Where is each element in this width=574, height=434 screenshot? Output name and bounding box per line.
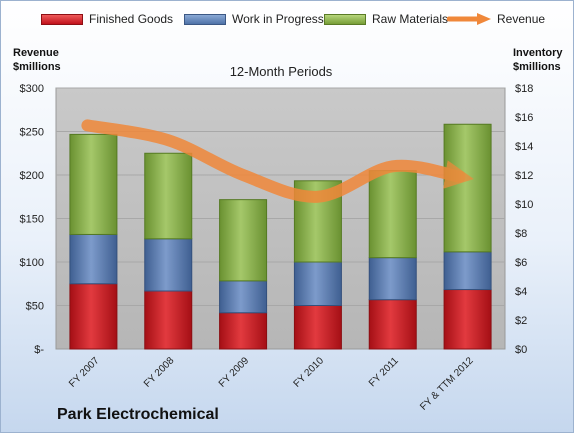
bar-raw-materials: [70, 134, 117, 234]
left-axis-tick-label: $150: [20, 214, 44, 226]
legend-item-revenue: Revenue: [447, 9, 545, 29]
x-axis-tick-label: FY 2009: [217, 355, 252, 390]
x-axis-tick-label: FY & TTM 2012: [418, 355, 476, 413]
x-axis-tick-label: FY 2011: [367, 355, 401, 389]
bar-work-in-progress: [294, 262, 341, 306]
left-axis-title-line2: $millions: [13, 60, 61, 74]
x-axis-tick-label: FY 2008: [142, 355, 177, 390]
legend-swatch-work-in-progress: [184, 14, 226, 25]
x-axis-tick-label: FY 2007: [67, 355, 102, 390]
left-axis-title: Revenue $millions: [13, 46, 61, 74]
bar-work-in-progress: [70, 234, 117, 283]
bar-raw-materials: [220, 200, 267, 281]
bar-work-in-progress: [444, 252, 491, 290]
right-axis-tick-label: $0: [515, 344, 527, 356]
legend-label-raw-materials: Raw Materials: [372, 12, 448, 26]
legend-item-work-in-progress: Work in Progress: [184, 9, 324, 29]
right-axis-tick-label: $6: [515, 257, 527, 269]
right-axis-title: Inventory $millions: [513, 46, 563, 74]
left-axis-tick-label: $200: [20, 170, 44, 182]
left-axis-tick-label: $300: [20, 83, 44, 95]
right-axis-tick-label: $16: [515, 112, 533, 124]
bar-finished-goods: [220, 313, 267, 349]
chart-subtitle: 12-Month Periods: [201, 64, 361, 79]
left-axis-tick-label: $50: [26, 301, 44, 313]
bar-finished-goods: [70, 284, 117, 349]
right-axis-title-line1: Inventory: [513, 46, 563, 60]
legend-item-finished-goods: Finished Goods: [41, 9, 173, 29]
bar-work-in-progress: [369, 258, 416, 300]
legend-label-work-in-progress: Work in Progress: [232, 12, 324, 26]
left-axis-tick-label: $100: [20, 257, 44, 269]
bar-raw-materials: [369, 171, 416, 258]
bar-raw-materials: [444, 124, 491, 252]
bar-work-in-progress: [220, 281, 267, 313]
legend-label-finished-goods: Finished Goods: [89, 12, 173, 26]
legend-swatch-finished-goods: [41, 14, 83, 25]
legend-label-revenue: Revenue: [497, 12, 545, 26]
right-axis-tick-label: $2: [515, 315, 527, 327]
bar-finished-goods: [369, 300, 416, 349]
legend-swatch-raw-materials: [324, 14, 366, 25]
right-axis-title-line2: $millions: [513, 60, 563, 74]
left-axis-tick-label: $250: [20, 127, 44, 139]
right-axis-tick-label: $10: [515, 199, 533, 211]
right-axis-tick-label: $14: [515, 141, 533, 153]
bar-finished-goods: [444, 290, 491, 349]
company-name: Park Electrochemical: [57, 406, 219, 424]
right-axis-tick-label: $4: [515, 286, 527, 298]
legend-swatch-revenue: [447, 12, 493, 26]
bar-finished-goods: [145, 291, 192, 349]
left-axis-title-line1: Revenue: [13, 46, 61, 60]
legend: Finished Goods Work in Progress Raw Mate…: [1, 9, 574, 29]
right-axis-tick-label: $12: [515, 170, 533, 182]
right-axis-tick-label: $18: [515, 83, 533, 95]
x-axis-tick-label: FY 2010: [292, 355, 327, 390]
left-axis-tick-label: $-: [34, 344, 44, 356]
bar-work-in-progress: [145, 239, 192, 291]
bar-finished-goods: [294, 306, 341, 350]
right-axis-tick-label: $8: [515, 228, 527, 240]
bar-raw-materials: [145, 153, 192, 239]
legend-item-raw-materials: Raw Materials: [324, 9, 448, 29]
